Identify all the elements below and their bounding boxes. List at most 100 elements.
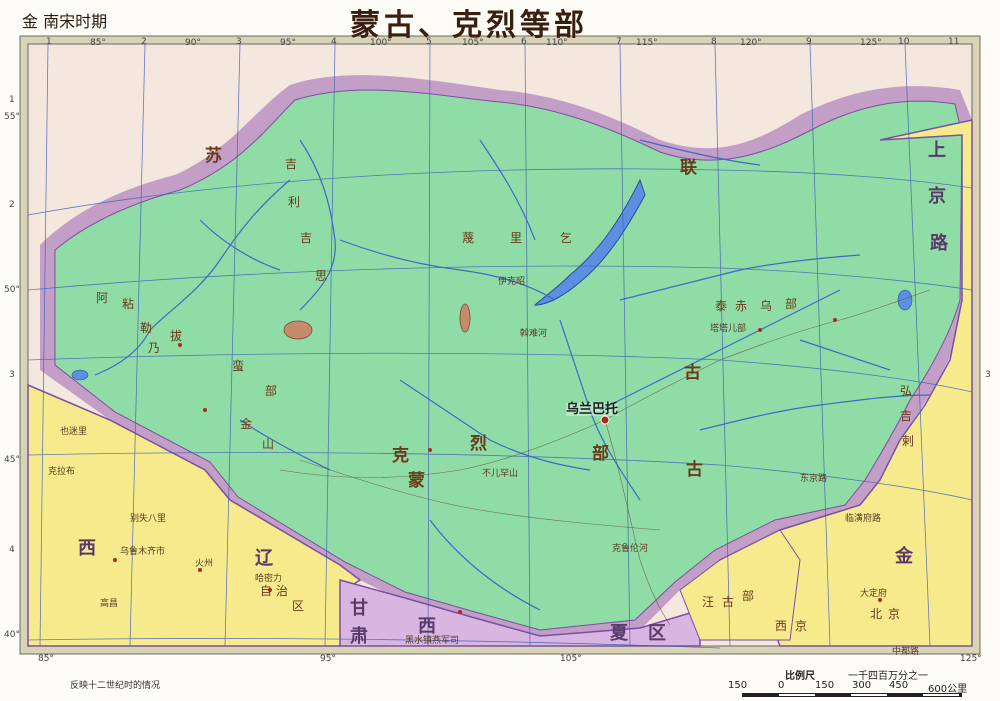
scale-bar — [742, 693, 962, 697]
grid-col-6: 6 — [521, 37, 527, 47]
label-gu: 古 — [686, 460, 703, 480]
label-bieshibali: 别失八里 — [130, 514, 167, 524]
mongol-region — [54, 89, 963, 631]
label-naiman-a: 阿 — [96, 291, 109, 305]
settlement-dots — [113, 318, 882, 614]
lon-125: 125° — [860, 38, 882, 48]
label-gan: 甘 — [350, 598, 368, 619]
grid-col-11: 11 — [948, 37, 960, 47]
label-tatar: 塔塔儿部 — [710, 324, 747, 334]
label-suzhou: 肃 — [350, 626, 368, 647]
lon-110: 110° — [546, 38, 568, 48]
label-naiman-f: 蛮 — [232, 359, 245, 373]
label-hami: 哈密力 — [255, 574, 283, 584]
lon-100: 100° — [370, 38, 392, 48]
label-dongjing: 东京路 — [800, 474, 828, 484]
grid-col-7: 7 — [616, 37, 622, 47]
label-su: 苏 — [205, 146, 222, 166]
label-naiman-b: 粘 — [122, 297, 135, 311]
label-lu: 路 — [930, 233, 948, 254]
scale-title: 比例尺 — [785, 671, 815, 682]
label-dading: 大定府 — [860, 589, 888, 599]
scale-num-5: 600公里 — [928, 684, 968, 695]
label-jlj-3: 吉 — [300, 231, 313, 245]
lat-40: 40° — [4, 630, 20, 640]
grid-col-1: 1 — [46, 37, 52, 47]
label-zizhiqu-2: 治 — [276, 584, 289, 598]
label-mlq-2: 里 — [510, 231, 523, 245]
grid-col-4: 4 — [331, 37, 337, 47]
label-jlj-2: 利 — [288, 195, 301, 209]
label-bu: 部 — [592, 444, 609, 464]
lake-west — [283, 320, 313, 340]
grid-col-9: 9 — [806, 37, 812, 47]
label-zhongdu: 中都路 — [892, 647, 920, 657]
era-label: 金 南宋时期 — [22, 12, 108, 31]
label-wengjila-3: 剌 — [902, 434, 915, 448]
label-naiman-g: 部 — [265, 384, 278, 398]
label-mlq-3: 乞 — [560, 231, 573, 245]
scale-num-0: 150 — [728, 680, 748, 691]
label-shangjing-2: 京 — [928, 186, 946, 207]
label-lian: 联 — [680, 158, 697, 178]
label-ke: 克 — [392, 446, 409, 466]
lon-115: 115° — [636, 38, 658, 48]
label-shangjing-1: 上 — [928, 140, 946, 161]
label-beijing-1: 北 — [870, 607, 883, 621]
scale-num-1: 0 — [778, 680, 785, 691]
label-wanggu-2: 古 — [722, 595, 735, 609]
xi-liao-region — [27, 383, 362, 647]
grid-row-3: 3 — [9, 370, 15, 380]
lon-120: 120° — [740, 38, 762, 48]
label-wanggu-1: 汪 — [702, 595, 715, 609]
label-gu-north: 古 — [684, 363, 701, 383]
lon-95: 95° — [280, 38, 296, 48]
grid-col-2: 2 — [141, 37, 147, 47]
grid-row-1: 1 — [9, 95, 15, 105]
label-meng: 蒙 — [408, 471, 425, 491]
label-wengjila-2: 吉 — [900, 409, 913, 423]
label-jin: 金 — [895, 546, 913, 567]
label-naiman-d: 拔 — [170, 329, 183, 343]
lon-105-bottom: 105° — [560, 654, 582, 664]
scale-num-3: 300 — [852, 680, 872, 691]
grid-row-3-right: 3 — [985, 370, 991, 380]
lon-105: 105° — [462, 38, 484, 48]
graticule — [27, 43, 973, 649]
label-beijing-2: 京 — [888, 607, 901, 621]
label-kelulun: 克鲁伦河 — [612, 544, 649, 554]
label-xiliao-1: 西 — [78, 538, 96, 559]
lake-huvsgul — [459, 303, 471, 333]
label-huozhou: 火州 — [195, 559, 214, 569]
grid-row-4: 4 — [9, 545, 15, 555]
rivers — [94, 139, 931, 611]
lon-125-bottom: 125° — [960, 654, 982, 664]
lon-90: 90° — [185, 38, 201, 48]
lon-85-bottom: 85° — [38, 654, 54, 664]
label-taichi-4: 部 — [785, 297, 798, 311]
label-taichi-1: 泰 — [715, 299, 728, 313]
wang-gu-region — [679, 529, 801, 641]
label-lie: 烈 — [470, 434, 487, 454]
label-naiman-c: 勒 — [140, 321, 153, 335]
map-title: 蒙古、克烈等部 — [350, 8, 588, 43]
lat-50: 50° — [4, 285, 20, 295]
label-kelabu: 克拉布 — [48, 467, 76, 477]
label-xijing-1: 西 — [775, 619, 788, 633]
label-yemili: 也迷里 — [60, 427, 88, 437]
label-buerhan: 不儿罕山 — [482, 469, 519, 479]
label-xijing-2: 京 — [795, 619, 808, 633]
label-xia: 夏 — [610, 623, 628, 644]
label-jlj-4: 思 — [315, 269, 328, 283]
label-heishui: 黑水镇燕军司 — [405, 636, 460, 646]
lat-45: 45° — [4, 455, 20, 465]
label-naiman-e: 乃 — [148, 341, 161, 355]
grid-col-5: 5 — [426, 37, 432, 47]
lon-95-bottom: 95° — [320, 654, 336, 664]
label-wengjila-1: 弘 — [900, 384, 913, 398]
label-wonan: 斡难河 — [520, 329, 548, 339]
label-xi: 西 — [418, 616, 436, 637]
label-jlj-1: 吉 — [285, 157, 298, 171]
label-jinshan-2: 山 — [262, 437, 275, 451]
